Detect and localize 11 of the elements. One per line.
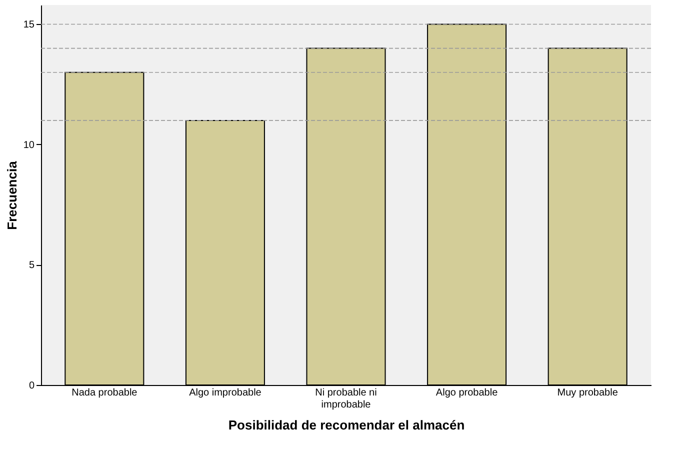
x-tick-label: Algo probable xyxy=(436,388,498,398)
y-tick-label: 15 xyxy=(23,20,35,31)
x-tick-label: Algo improbable xyxy=(189,388,262,398)
x-tick-label: Nada probable xyxy=(72,388,138,398)
y-tick-label: 10 xyxy=(23,140,35,151)
x-tick-label: Ni probable ni improbable xyxy=(315,388,377,410)
y-tick-label: 0 xyxy=(28,380,35,392)
x-tick-label: Muy probable xyxy=(557,388,618,398)
y-tick-label: 5 xyxy=(28,260,35,272)
y-axis-title: Frecuencia xyxy=(4,160,20,230)
x-axis-title: Posibilidad de recomendar el almacén xyxy=(228,418,465,432)
